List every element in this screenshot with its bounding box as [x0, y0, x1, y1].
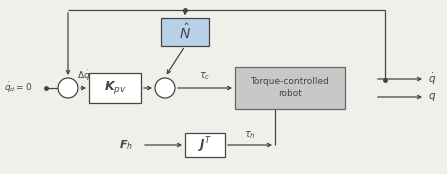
- Text: Torque-controlled: Torque-controlled: [251, 77, 329, 86]
- Circle shape: [58, 78, 78, 98]
- Text: +: +: [155, 85, 161, 94]
- Circle shape: [155, 78, 175, 98]
- Text: $\Delta\dot{q}$: $\Delta\dot{q}$: [77, 69, 90, 83]
- Text: $\tau_c$: $\tau_c$: [199, 70, 211, 82]
- Text: $\dot{q}_d=0$: $\dot{q}_d=0$: [4, 81, 32, 95]
- Text: $-$: $-$: [65, 77, 73, 86]
- Text: $q$: $q$: [428, 91, 436, 103]
- Text: robot: robot: [278, 89, 302, 98]
- Text: $\boldsymbol{K}_{pv}$: $\boldsymbol{K}_{pv}$: [104, 80, 127, 97]
- FancyBboxPatch shape: [89, 73, 141, 103]
- Text: $\hat{N}$: $\hat{N}$: [179, 22, 191, 42]
- FancyBboxPatch shape: [185, 133, 225, 157]
- Text: +: +: [163, 77, 169, 86]
- Text: $\tau_h$: $\tau_h$: [244, 129, 256, 141]
- Text: $\boldsymbol{J}^T$: $\boldsymbol{J}^T$: [198, 135, 212, 155]
- Text: +: +: [58, 85, 64, 94]
- FancyBboxPatch shape: [235, 67, 345, 109]
- Text: $\dot{q}$: $\dot{q}$: [428, 71, 436, 87]
- Text: $\boldsymbol{F}_h$: $\boldsymbol{F}_h$: [119, 138, 133, 152]
- FancyBboxPatch shape: [161, 18, 209, 46]
